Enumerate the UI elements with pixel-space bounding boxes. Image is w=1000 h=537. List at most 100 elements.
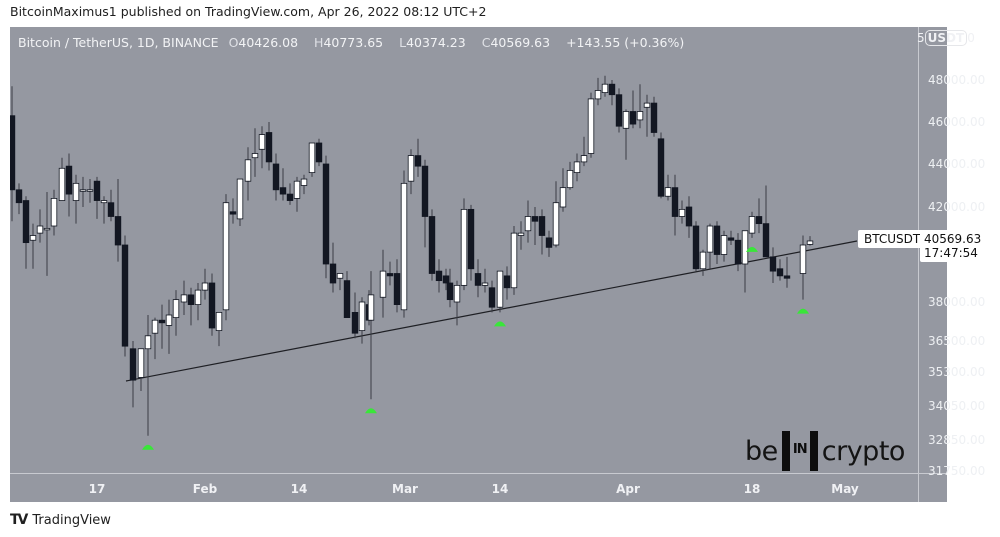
price-tick-label: 48000.00 <box>928 73 986 87</box>
candle <box>165 299 173 354</box>
price-tick-label: 38000.00 <box>928 295 986 309</box>
candle <box>510 226 518 295</box>
candle <box>137 348 145 392</box>
candle <box>244 147 252 201</box>
close-label: C <box>481 35 491 50</box>
ohlc-legend: Bitcoin / TetherUS, 1D, BINANCE O40426.0… <box>18 35 690 50</box>
currency-pill[interactable]: USDT <box>924 30 968 46</box>
candle <box>503 266 511 300</box>
time-tick-label: 14 <box>491 482 509 496</box>
candle <box>741 230 749 293</box>
candle <box>121 235 129 357</box>
candle <box>72 174 80 224</box>
candle <box>517 221 525 250</box>
candle <box>93 176 101 219</box>
footer: TV TradingView <box>10 512 111 528</box>
candle <box>229 198 237 224</box>
candle <box>531 207 539 245</box>
currency-prefix: 5 <box>917 31 925 45</box>
candle <box>636 84 644 129</box>
change-value: +143.55 (+0.36%) <box>566 35 685 50</box>
chart-frame[interactable]: Bitcoin / TetherUS, 1D, BINANCE O40426.0… <box>10 27 998 502</box>
open-label: O <box>228 35 239 50</box>
candle <box>343 271 351 318</box>
time-tick-label: Apr <box>616 482 640 496</box>
candle <box>678 200 686 224</box>
candle <box>215 311 223 347</box>
watermark-bracket-logo: IN <box>781 431 818 471</box>
candle <box>407 149 415 195</box>
candle <box>329 242 337 293</box>
watermark-be: be <box>745 435 778 467</box>
candle <box>615 88 623 133</box>
tradingview-brand[interactable]: TradingView <box>32 512 111 528</box>
tradingview-logo-icon[interactable]: TV <box>10 512 28 528</box>
low-value: 40374.23 <box>406 35 466 50</box>
candle <box>755 198 763 234</box>
price-tick-label: 35300.00 <box>928 365 986 379</box>
candle <box>10 86 16 222</box>
candle <box>251 128 259 177</box>
candle <box>58 157 66 201</box>
candle <box>386 261 394 286</box>
time-tick-label: Mar <box>392 482 418 496</box>
symbol-description[interactable]: Bitcoin / TetherUS, 1D, BINANCE <box>18 35 219 50</box>
candle <box>293 176 301 212</box>
high-label: H <box>314 35 324 50</box>
candle <box>496 270 504 313</box>
currency-badge[interactable]: 5 USDT 0 <box>917 30 975 46</box>
last-price-label: 40569.63 17:47:54 <box>920 230 998 262</box>
candle <box>50 189 58 236</box>
candle <box>446 268 454 308</box>
candle <box>769 247 777 283</box>
candle <box>566 161 574 190</box>
candle <box>236 178 244 226</box>
candlestick-chart[interactable] <box>10 27 918 473</box>
candle <box>129 341 137 408</box>
candle <box>367 271 375 400</box>
candle <box>29 223 37 269</box>
candle <box>22 196 30 269</box>
candle <box>573 153 581 182</box>
candle <box>336 273 344 291</box>
candle <box>358 297 366 344</box>
candle <box>467 204 475 281</box>
candle <box>286 183 294 205</box>
candle <box>608 80 616 106</box>
candle <box>622 109 630 160</box>
candle <box>158 304 166 349</box>
candle <box>685 196 693 238</box>
candle <box>799 235 807 300</box>
chart-plot-area[interactable] <box>10 27 918 473</box>
last-price-value: 40569.63 <box>924 232 982 246</box>
candle <box>538 209 546 255</box>
candle <box>720 230 728 262</box>
time-tick-label: May <box>831 482 859 496</box>
candle <box>643 94 651 137</box>
candle <box>488 280 496 313</box>
candle <box>265 122 273 171</box>
candle <box>776 259 784 281</box>
candle <box>629 90 637 129</box>
candle <box>545 230 553 257</box>
price-tick-label: 46000.00 <box>928 115 986 129</box>
price-tick-label: 31750.00 <box>928 464 986 478</box>
candle <box>272 153 280 201</box>
price-tick-label: 36500.00 <box>928 334 986 348</box>
candle <box>442 268 450 291</box>
candle <box>481 268 489 293</box>
candle <box>435 259 443 293</box>
candle <box>524 200 532 243</box>
currency-suffix: 0 <box>967 31 975 45</box>
candle <box>151 317 159 360</box>
candle <box>671 174 679 236</box>
candle <box>86 179 94 203</box>
candle <box>208 273 216 336</box>
bullish-arrow-icon <box>797 308 809 314</box>
price-tick-label: 42000.00 <box>928 200 986 214</box>
candle <box>650 96 658 137</box>
open-value: 40426.08 <box>238 35 299 50</box>
candle <box>187 287 195 326</box>
candle <box>692 221 700 272</box>
candle <box>559 168 567 212</box>
